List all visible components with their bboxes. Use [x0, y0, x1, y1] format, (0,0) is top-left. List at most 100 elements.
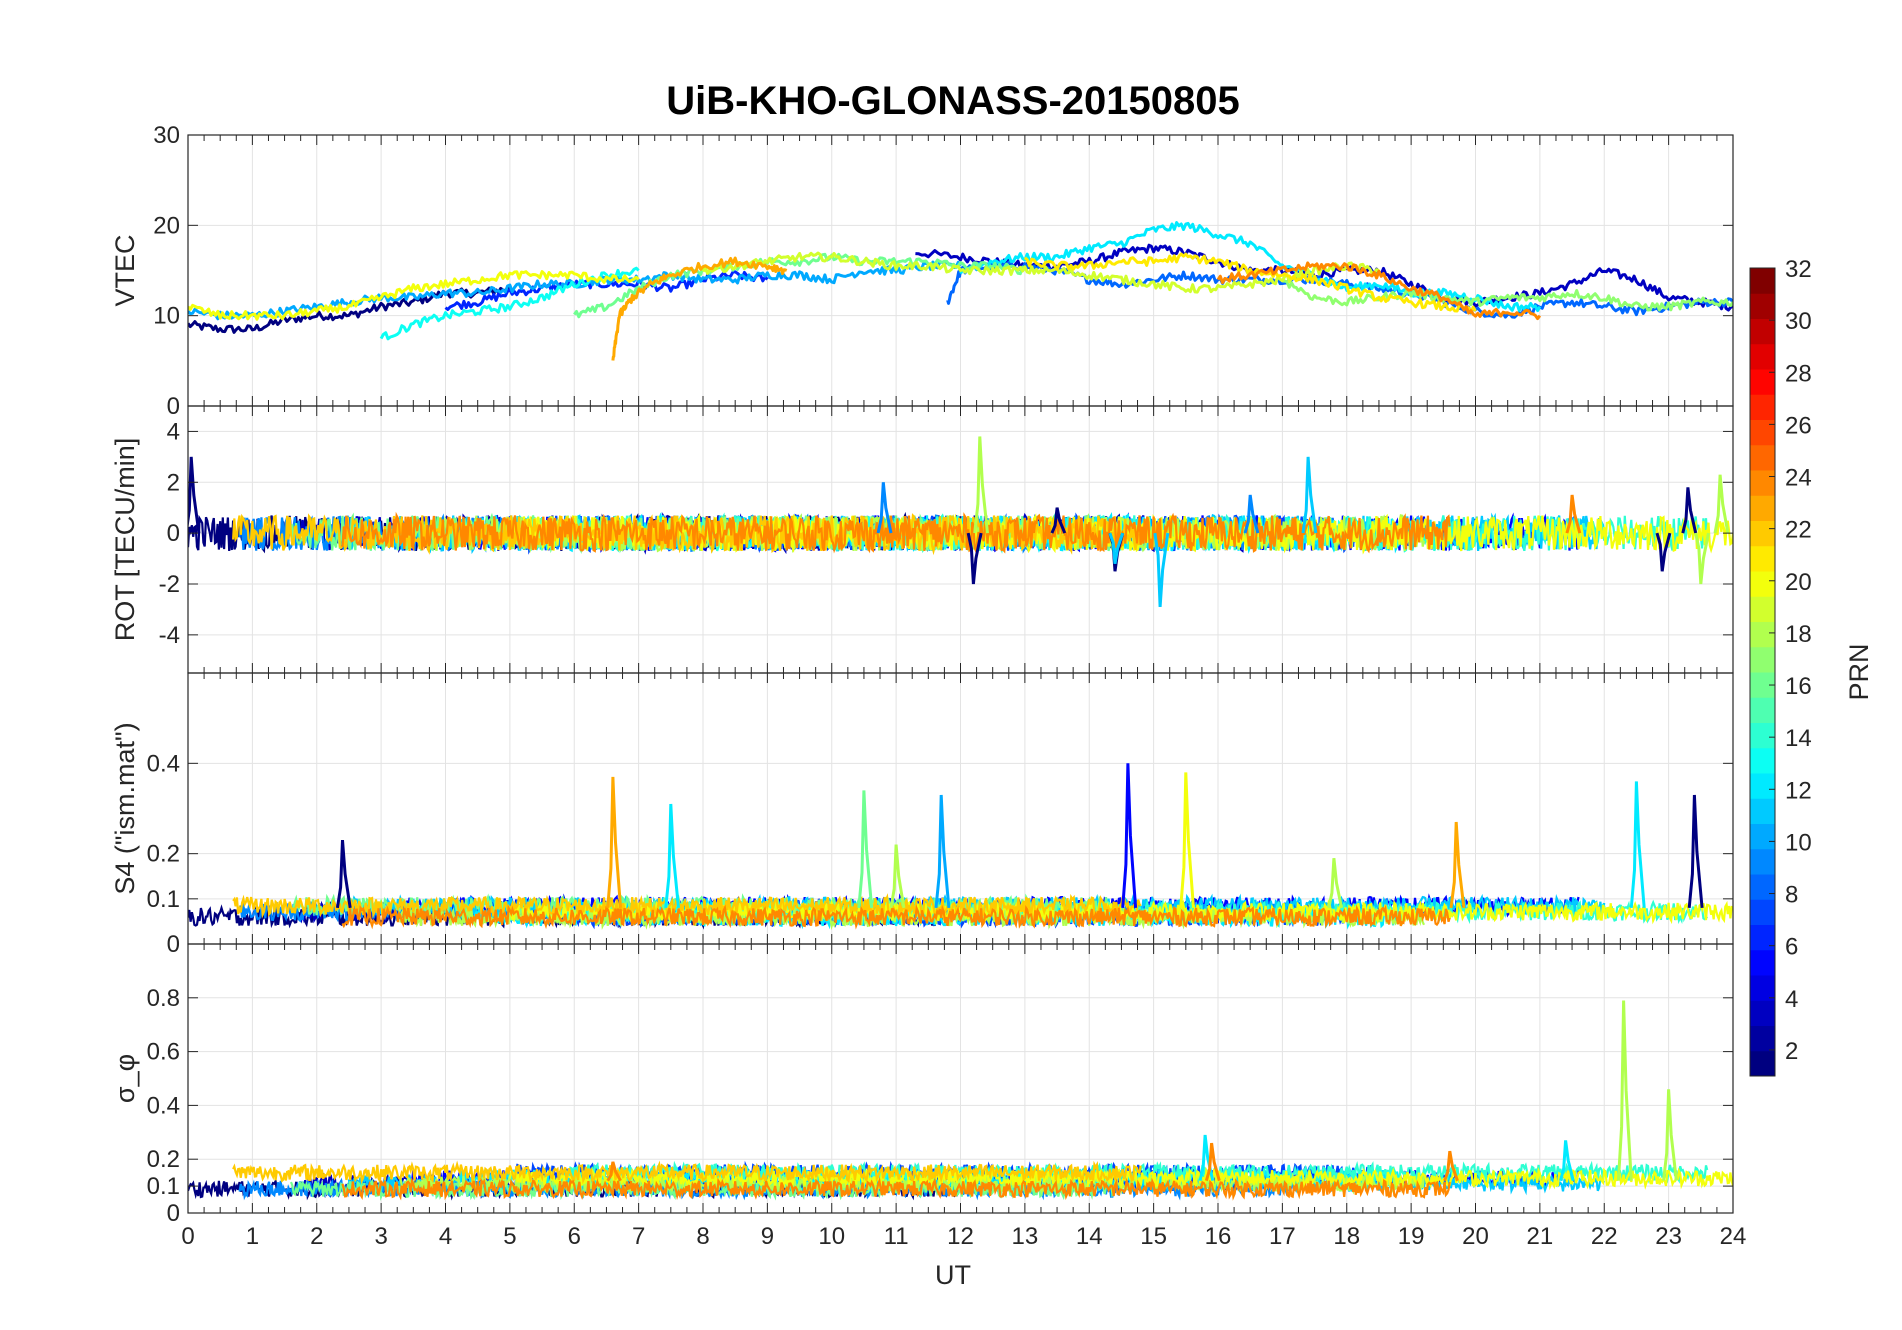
colorbar-segment — [1750, 596, 1775, 622]
colorbar-tick-label: 6 — [1785, 934, 1798, 961]
x-tick-label: 23 — [1655, 1223, 1682, 1250]
colorbar-segment — [1750, 899, 1775, 925]
x-tick-label: 1 — [246, 1223, 259, 1250]
spike-prn-18 — [1662, 1089, 1678, 1181]
y-tick-label: 0 — [167, 393, 180, 420]
spike-prn-12 — [1559, 1140, 1575, 1182]
spike-prn-12 — [1629, 781, 1646, 909]
colorbar-segment — [1750, 697, 1775, 723]
x-tick-label: 6 — [568, 1223, 581, 1250]
spike-prn-16 — [857, 790, 874, 909]
x-tick-label: 14 — [1076, 1223, 1103, 1250]
series-prn-12 — [959, 221, 1542, 313]
x-tick-label: 17 — [1269, 1223, 1296, 1250]
colorbar-tick-label: 28 — [1785, 360, 1812, 387]
y-tick-label: 30 — [153, 122, 180, 149]
spike-prn-23 — [1449, 821, 1466, 909]
colorbar-tick-label: 26 — [1785, 412, 1812, 439]
panel-4: 00.10.2 0.4 0.6 0.8 σ_φ — [110, 943, 1734, 1227]
x-tick-label: 8 — [696, 1223, 709, 1250]
x-ticks — [187, 673, 1734, 945]
x-tick-label: 16 — [1205, 1223, 1232, 1250]
colorbar-segment — [1750, 520, 1775, 547]
spike-prn-1 — [335, 839, 352, 909]
panel-1: 0 10 20 30 VTEC — [110, 122, 1734, 420]
spike-prn-18 — [1713, 474, 1730, 534]
spike-prn-24 — [1204, 1142, 1221, 1182]
series-prn-19 — [701, 251, 1380, 294]
x-tick-labels: 0 1 2 3 4 5 6 7 8 9 10 11 12 13 14 15 16 17 18 19 20 21 22 23 24 — [181, 1223, 1746, 1250]
colorbar-tick-label: 22 — [1785, 517, 1812, 544]
y-tick-label: 4 — [167, 418, 180, 445]
colorbar-segment — [1750, 1050, 1775, 1077]
x-tick-label: 11 — [884, 1223, 909, 1250]
y-tick-label: 0.2 — [147, 841, 180, 868]
x-tick-label: 0 — [181, 1223, 194, 1250]
y-tick-label: 10 — [153, 303, 180, 330]
colorbar-tick-label: 20 — [1785, 569, 1812, 596]
colorbar-segment — [1750, 975, 1775, 1001]
colorbar-tick-label: 14 — [1785, 725, 1812, 752]
spike-prn-12 — [664, 803, 680, 909]
colorbar-tick-label: 8 — [1785, 882, 1798, 909]
x-tick-label: 12 — [947, 1223, 974, 1250]
colorbar-segment — [1750, 646, 1775, 673]
colorbar-segment — [1750, 343, 1775, 370]
colorbar-segment — [1750, 848, 1775, 875]
spike-prn-9 — [876, 482, 893, 534]
y-tick-label: -2 — [159, 571, 180, 598]
colorbar-segment — [1750, 1000, 1775, 1026]
spike-prn-1 — [1687, 794, 1704, 909]
series-prn-1 — [188, 285, 511, 334]
x-ticks — [187, 406, 1734, 673]
spike-prn-9 — [1243, 494, 1260, 534]
y-axis-label: S4 ("ism.mat") — [110, 722, 140, 894]
colorbar-segment — [1750, 621, 1775, 648]
colorbar-segment — [1750, 949, 1775, 976]
panel-2: -4 -2 0 2 4 ROT [TECU/min] — [110, 405, 1734, 674]
colorbar-segment — [1750, 318, 1775, 345]
y-tick-label: 0.4 — [147, 750, 180, 777]
y-axis-label: ROT [TECU/min] — [110, 438, 140, 642]
spike-prn-18 — [973, 436, 989, 534]
trace-prn-24 — [341, 904, 1451, 930]
spike-prn-1 — [966, 532, 983, 585]
colorbar-segment — [1750, 369, 1775, 395]
spike-prn-18 — [1327, 858, 1344, 909]
x-tick-label: 19 — [1398, 1223, 1425, 1250]
series-prn-23 — [611, 256, 788, 361]
x-tick-label: 22 — [1591, 1223, 1618, 1250]
spike-prn-23 — [606, 776, 623, 909]
colorbar-tick-label: 4 — [1785, 986, 1798, 1013]
x-tick-label: 3 — [374, 1223, 387, 1250]
x-tick-label: 18 — [1333, 1223, 1360, 1250]
spike-prn-5 — [1121, 763, 1138, 909]
colorbar-segment — [1750, 268, 1775, 294]
spike-prn-1 — [1655, 532, 1672, 572]
colorbar-segment — [1750, 495, 1775, 521]
colorbar-segment — [1750, 773, 1775, 799]
colorbar-tick-label: 32 — [1785, 256, 1812, 283]
spike-prn-18 — [1616, 1000, 1633, 1181]
colorbar-segment — [1750, 722, 1775, 749]
y-axis-label: VTEC — [110, 234, 140, 306]
panel-3: 0 0.1 0.2 0.4 S4 ("ism.mat") — [110, 672, 1734, 958]
y-tick-label: 0.4 — [147, 1092, 180, 1119]
colorbar-segment — [1750, 470, 1775, 496]
x-tick-label: 4 — [439, 1223, 452, 1250]
y-tick-label: 0 — [167, 520, 180, 547]
spike-prn-1 — [1050, 507, 1067, 534]
y-tick-label: 2 — [167, 469, 180, 496]
colorbar-tick-label: 10 — [1785, 829, 1812, 856]
series-prn-24 — [1216, 261, 1542, 321]
spike-prn-11 — [1153, 532, 1170, 608]
colorbar-segment — [1750, 571, 1775, 597]
x-axis-label: UT — [935, 1260, 971, 1290]
x-tick-label: 24 — [1720, 1223, 1747, 1250]
colorbar-segment — [1750, 1025, 1775, 1052]
x-ticks — [187, 944, 1734, 1214]
spike-prn-1 — [1681, 487, 1698, 534]
colorbar-tick-label: 24 — [1785, 465, 1812, 492]
y-tick-label: 0.8 — [147, 985, 180, 1012]
